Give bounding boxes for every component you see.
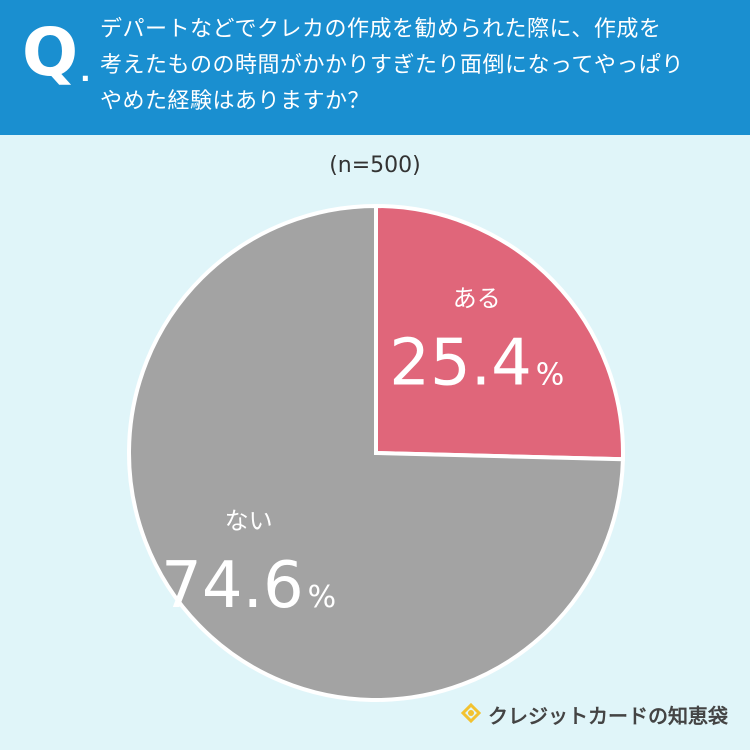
brand-logo: クレジットカードの知恵袋 <box>458 700 728 729</box>
slice-label: ある <box>453 285 501 313</box>
question-mark: Q <box>22 14 79 91</box>
lightbulb-icon <box>460 702 482 723</box>
slice-value: 25.4% <box>389 327 564 401</box>
slice-label: ない <box>225 507 273 535</box>
slice-value: 74.6% <box>161 549 336 623</box>
question-line: やめた経験はありますか？ <box>100 89 371 114</box>
question-header: Q . デパートなどでクレカの作成を勧められた際に、作成を 考えたものの時間がか… <box>0 0 750 135</box>
question-text: デパートなどでクレカの作成を勧められた際に、作成を 考えたものの時間がかかりすぎ… <box>100 12 740 120</box>
pie-slice-1 <box>127 203 625 702</box>
brand-name: クレジットカードの知恵袋 <box>488 704 728 728</box>
question-line: デパートなどでクレカの作成を勧められた際に、作成を <box>100 17 662 42</box>
sample-size: (n=500) <box>329 153 421 178</box>
question-line: 考えたものの時間がかかりすぎたり面倒になってやっぱり <box>100 53 684 78</box>
pie-slice-0 <box>374 203 625 462</box>
question-mark-dot: . <box>80 55 91 88</box>
